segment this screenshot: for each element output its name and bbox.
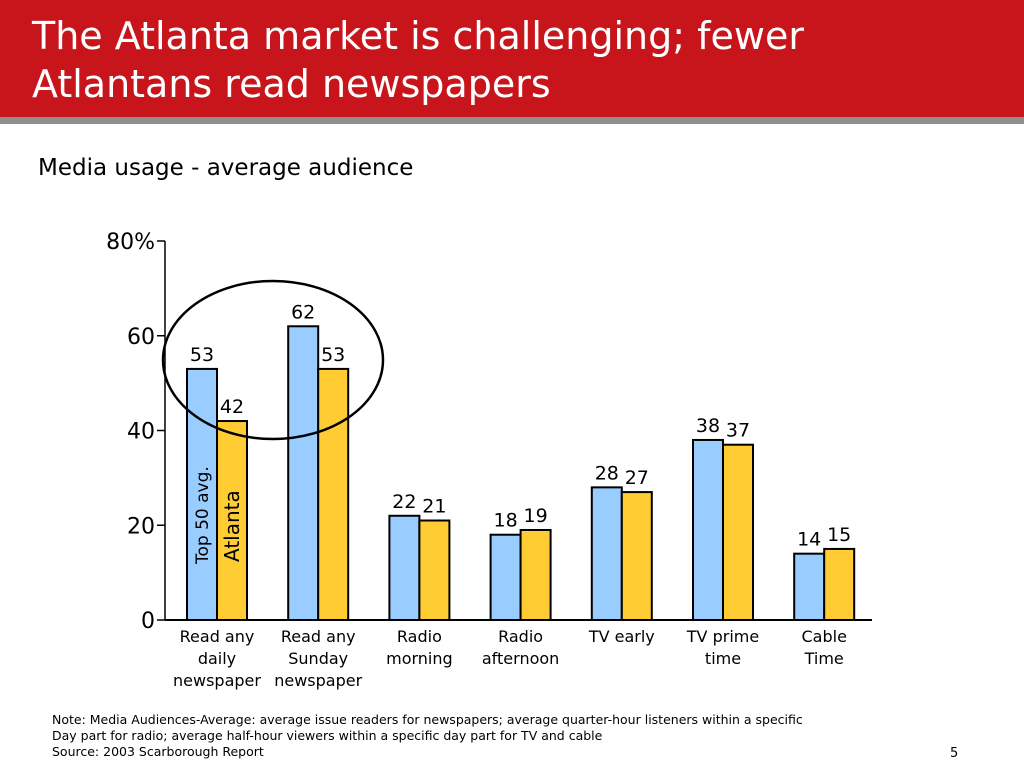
footnote-line: Note: Media Audiences-Average: average i… — [52, 712, 803, 727]
category-label: TV prime — [686, 627, 759, 646]
data-label: 42 — [220, 396, 244, 418]
y-tick-label: 80% — [106, 230, 155, 255]
data-label: 21 — [422, 496, 446, 518]
category-label: Read any — [180, 627, 255, 646]
title-bar: The Atlanta market is challenging; fewer… — [0, 0, 1024, 117]
bar — [793, 552, 826, 621]
category-label: Read any — [281, 627, 356, 646]
data-label: 53 — [321, 344, 345, 366]
bar — [722, 443, 754, 621]
category-label: Radio — [397, 627, 442, 646]
data-label: 22 — [392, 491, 416, 513]
category-label: newspaper — [274, 671, 362, 690]
y-tick-label: 20 — [127, 514, 155, 539]
bar-chart: 0 20 40 60 80% 53 42 Read any daily newspaper 62 53… — [106, 230, 872, 690]
legend-label: Atlanta — [220, 490, 244, 562]
data-label: 18 — [494, 510, 518, 532]
slide-title: The Atlanta market is challenging; fewer… — [32, 14, 804, 106]
bar — [823, 547, 856, 621]
page-number: 5 — [950, 746, 959, 761]
data-label: 38 — [696, 415, 720, 437]
bar — [317, 367, 350, 621]
data-label: 37 — [726, 420, 750, 442]
category-label: TV early — [588, 627, 655, 646]
footnote: Note: Media Audiences-Average: average i… — [52, 712, 932, 760]
bar — [489, 533, 522, 621]
bar — [620, 491, 653, 621]
category-label: newspaper — [173, 671, 261, 690]
highlight-ellipse — [161, 279, 385, 441]
category-label: Radio — [498, 627, 543, 646]
bar — [590, 486, 623, 621]
bar — [692, 438, 724, 621]
chart-subtitle: Media usage - average audience — [38, 155, 414, 181]
title-divider — [0, 117, 1024, 124]
y-tick-label: 0 — [141, 609, 155, 634]
category-label: Sunday — [288, 649, 348, 668]
data-label: 15 — [827, 524, 851, 546]
category-label: Time — [804, 649, 844, 668]
bar — [388, 514, 421, 622]
category-label: time — [705, 649, 741, 668]
data-label: 27 — [625, 467, 649, 489]
data-label: 62 — [291, 301, 315, 323]
bar — [216, 420, 248, 621]
data-label: 28 — [595, 462, 619, 484]
category-label: morning — [386, 649, 453, 668]
category-label: Cable — [801, 627, 846, 646]
legend-label: Top 50 avg. — [193, 466, 213, 565]
bar — [418, 519, 451, 622]
footnote-line: Day part for radio; average half-hour vi… — [52, 728, 603, 743]
category-label: daily — [198, 649, 236, 668]
bar — [519, 528, 552, 621]
y-tick-label: 60 — [127, 325, 155, 350]
data-label: 14 — [797, 529, 821, 551]
data-label: 53 — [190, 344, 214, 366]
category-label: afternoon — [482, 649, 559, 668]
source-line: Source: 2003 Scarborough Report — [52, 744, 264, 759]
bar — [287, 325, 320, 621]
data-label: 19 — [524, 505, 548, 527]
bar — [186, 367, 218, 621]
y-tick-label: 40 — [127, 420, 155, 445]
